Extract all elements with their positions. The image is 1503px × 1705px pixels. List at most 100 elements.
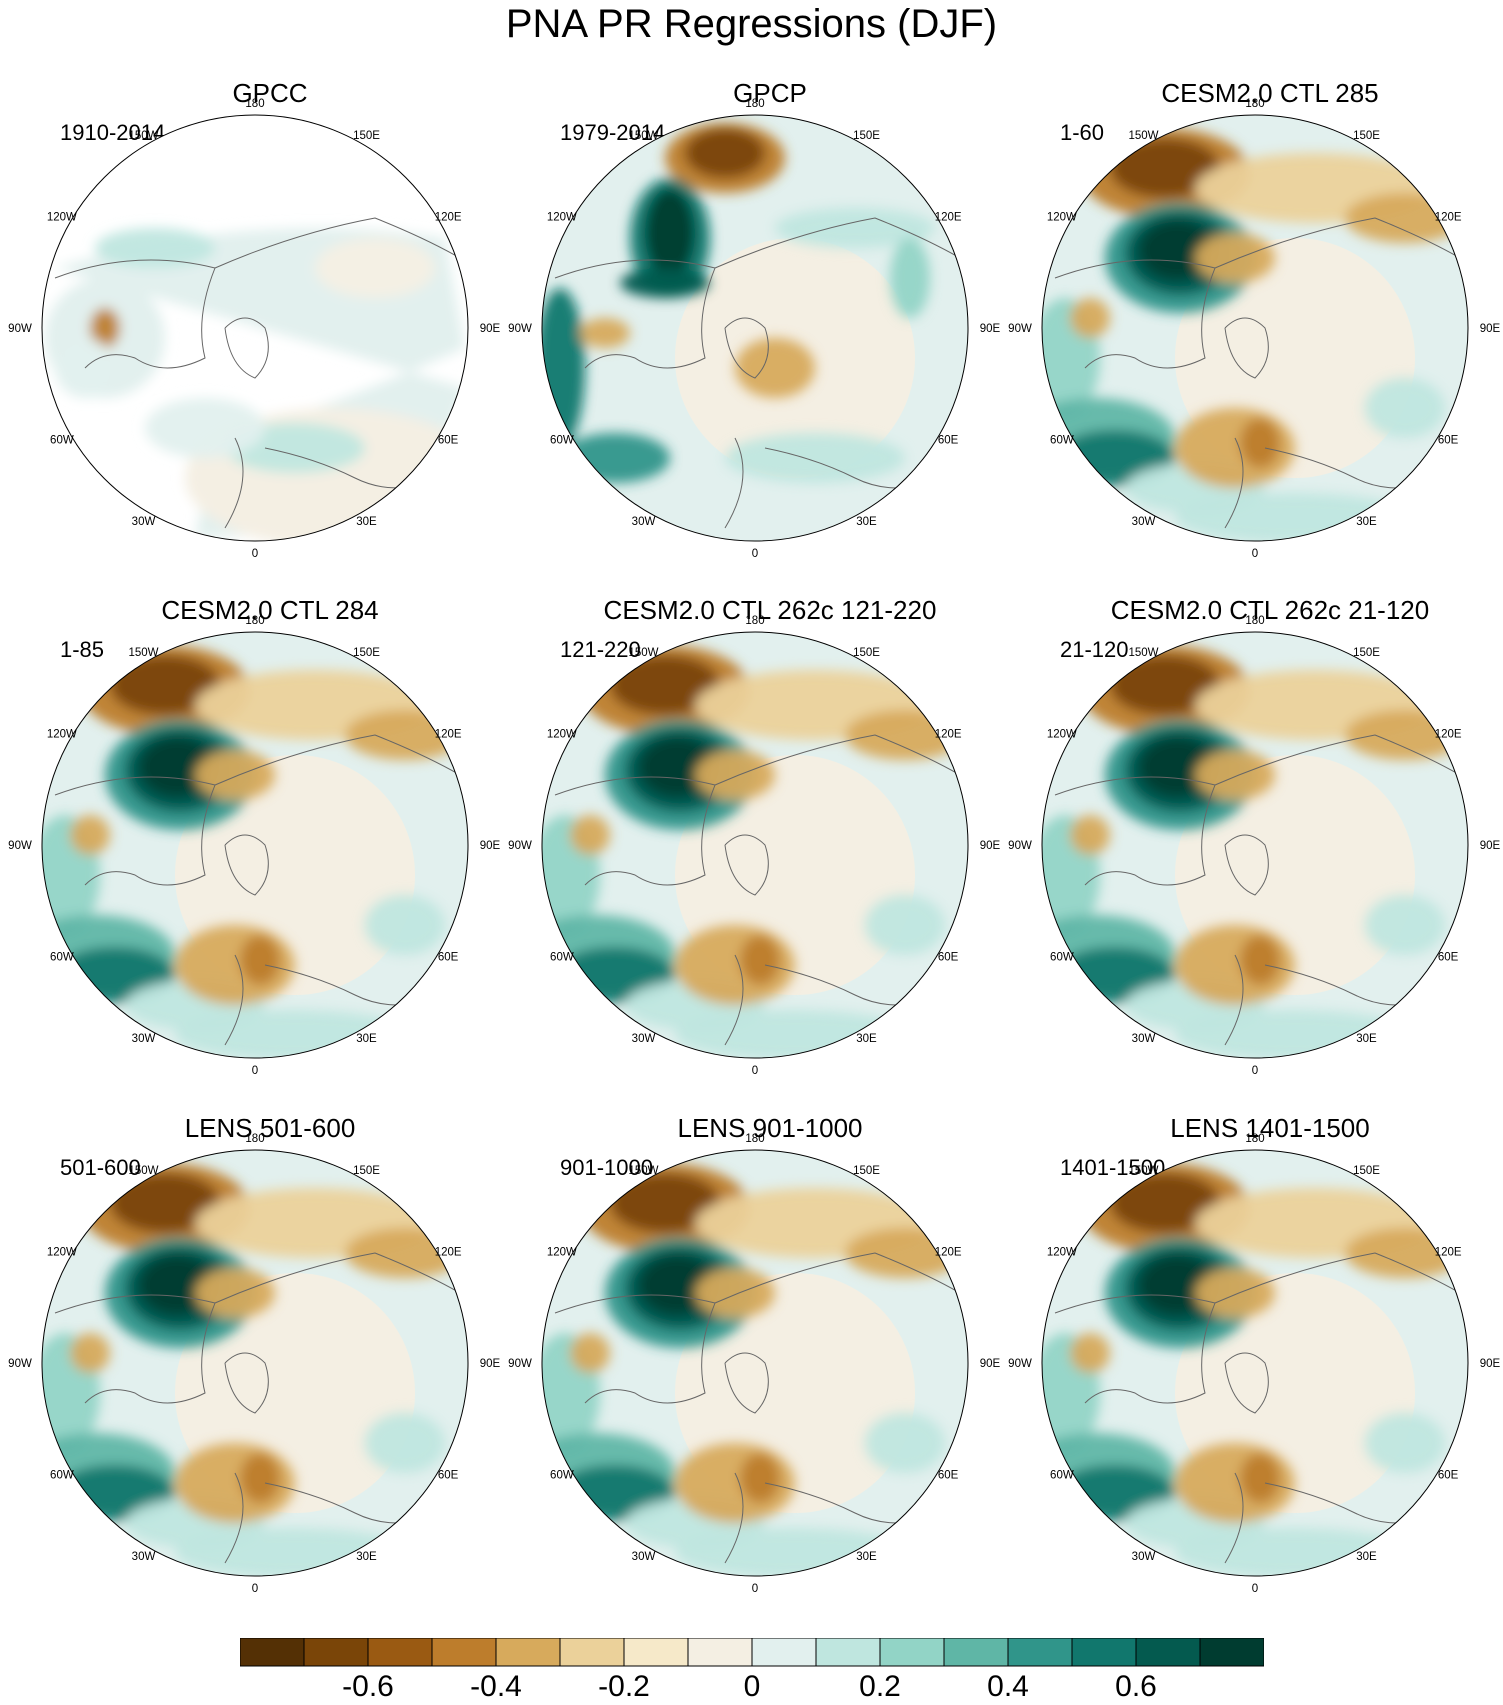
longitude-label: 90E — [480, 840, 501, 852]
longitude-label: 90W — [8, 1358, 32, 1370]
longitude-label: 60W — [50, 1470, 74, 1482]
panel-years: 121-220 — [560, 637, 641, 662]
longitude-label: 120E — [935, 1247, 962, 1259]
longitude-label: 150E — [853, 1165, 880, 1177]
longitude-label: 30W — [132, 516, 156, 528]
longitude-label: 30W — [1132, 1033, 1156, 1045]
longitude-label: 0 — [1252, 548, 1258, 560]
longitude-label: 30E — [856, 516, 877, 528]
longitude-label: 150W — [1128, 1165, 1158, 1177]
longitude-label: 90W — [1008, 323, 1032, 335]
map-boundary — [41, 1149, 469, 1577]
longitude-label: 30W — [1132, 516, 1156, 528]
longitude-label: 120E — [435, 729, 462, 741]
longitude-label: 150W — [628, 647, 658, 659]
longitude-label: 120E — [435, 1247, 462, 1259]
longitude-label: 120W — [47, 729, 77, 741]
longitude-label: 30E — [1356, 1033, 1377, 1045]
longitude-label: 30E — [356, 516, 377, 528]
panel-years: 1910-2014 — [60, 120, 166, 145]
longitude-label: 30E — [856, 1551, 877, 1563]
polar-map: 180 150E 120E 90E 60E 30E 0 30W 60W 90W 120W 150W — [508, 1133, 1000, 1595]
longitude-label: 150W — [628, 130, 658, 142]
longitude-label: 180 — [1245, 615, 1264, 627]
map-panel-1: GPCC 1910-2014 180 150E 120E 90E 60E 30E 0 30W 60W… — [8, 78, 520, 598]
longitude-label: 60E — [438, 435, 459, 447]
longitude-label: 120E — [1435, 212, 1462, 224]
longitude-label: 90W — [508, 323, 532, 335]
colorbar-swatch — [943, 1638, 1009, 1667]
longitude-label: 60W — [50, 435, 74, 447]
colorbar-tick-label: 0.2 — [859, 1670, 901, 1703]
longitude-label: 90E — [1480, 323, 1501, 335]
longitude-label: 120W — [547, 729, 577, 741]
panel-years: 1979-2014 — [560, 120, 666, 145]
polar-map: 180 150E 120E 90E 60E 30E 0 30W 60W 90W 120W 150W — [8, 1133, 500, 1595]
longitude-label: 30E — [1356, 516, 1377, 528]
longitude-label: 120E — [1435, 1247, 1462, 1259]
longitude-label: 120E — [935, 212, 962, 224]
longitude-label: 180 — [745, 98, 764, 110]
longitude-label: 30E — [356, 1033, 377, 1045]
precip-field — [1042, 115, 1468, 541]
longitude-label: 150E — [353, 1165, 380, 1177]
longitude-label: 90E — [1480, 840, 1501, 852]
map-boundary — [541, 1149, 969, 1577]
longitude-label: 0 — [252, 1583, 258, 1595]
longitude-label: 30W — [632, 516, 656, 528]
coastlines — [54, 1252, 461, 1564]
longitude-label: 150E — [1353, 1165, 1380, 1177]
colorbar-swatch — [815, 1638, 881, 1667]
longitude-label: 120W — [47, 1247, 77, 1259]
longitude-label: 90W — [508, 840, 532, 852]
longitude-label: 90W — [8, 840, 32, 852]
longitude-label: 60E — [1438, 952, 1459, 964]
longitude-label: 150W — [1128, 647, 1158, 659]
longitude-label: 30W — [632, 1551, 656, 1563]
panel-title: CESM2.0 CTL 285 — [1161, 78, 1379, 108]
colorbar-swatch — [1199, 1638, 1264, 1667]
longitude-label: 90W — [1008, 1358, 1032, 1370]
map-boundary — [41, 631, 469, 1059]
longitude-label: 0 — [1252, 1583, 1258, 1595]
longitude-label: 120W — [47, 212, 77, 224]
precip-field — [1042, 1150, 1468, 1576]
longitude-label: 120W — [1047, 1247, 1077, 1259]
panel-title: CESM2.0 CTL 284 — [161, 595, 379, 625]
map-panel-4: CESM2.0 CTL 284 1-85 180 150E 120E 90E 60E 30E 0… — [8, 595, 520, 1115]
longitude-label: 120E — [935, 729, 962, 741]
map-boundary — [1041, 1149, 1469, 1577]
map-panel-5: CESM2.0 CTL 262c 121-220 121-220 180 150E 12… — [508, 595, 1020, 1115]
colorbar-swatch — [751, 1638, 817, 1667]
longitude-label: 60E — [938, 952, 959, 964]
colorbar-tick-label: -0.6 — [342, 1670, 394, 1703]
panel-title: GPCP — [733, 78, 807, 108]
longitude-label: 90E — [480, 1358, 501, 1370]
map-boundary — [541, 631, 969, 1059]
longitude-label: 60E — [1438, 1470, 1459, 1482]
coastlines — [1054, 734, 1461, 1046]
longitude-label: 150E — [853, 647, 880, 659]
longitude-label: 180 — [1245, 98, 1264, 110]
colorbar-swatch — [495, 1638, 561, 1667]
colorbar-swatch — [240, 1638, 305, 1667]
precip-field — [1042, 632, 1468, 1058]
panel-title: LENS 901-1000 — [677, 1113, 863, 1143]
longitude-label: 60W — [1050, 1470, 1074, 1482]
longitude-label: 180 — [245, 98, 264, 110]
longitude-label: 90E — [980, 323, 1001, 335]
map-panel-2: GPCP 1979-2014 180 150E 120E 90E 60E 30E 0 30W 60W… — [508, 78, 1020, 598]
polar-map: 180 150E 120E 90E 60E 30E 0 30W 60W 90W 120W 150W — [8, 98, 500, 560]
colorbar-tick-label: 0.4 — [987, 1670, 1029, 1703]
longitude-label: 30E — [356, 1551, 377, 1563]
colorbar-swatch — [1135, 1638, 1201, 1667]
colorbar-tick-label: -0.4 — [470, 1670, 522, 1703]
colorbar-swatch — [1071, 1638, 1137, 1667]
map-boundary — [41, 114, 469, 542]
longitude-label: 0 — [1252, 1065, 1258, 1077]
map-boundary — [1041, 114, 1469, 542]
longitude-label: 150W — [628, 1165, 658, 1177]
panel-years: 21-120 — [1060, 637, 1129, 662]
polar-map: 180 150E 120E 90E 60E 30E 0 30W 60W 90W 120W 150W — [8, 615, 500, 1077]
longitude-label: 180 — [745, 615, 764, 627]
